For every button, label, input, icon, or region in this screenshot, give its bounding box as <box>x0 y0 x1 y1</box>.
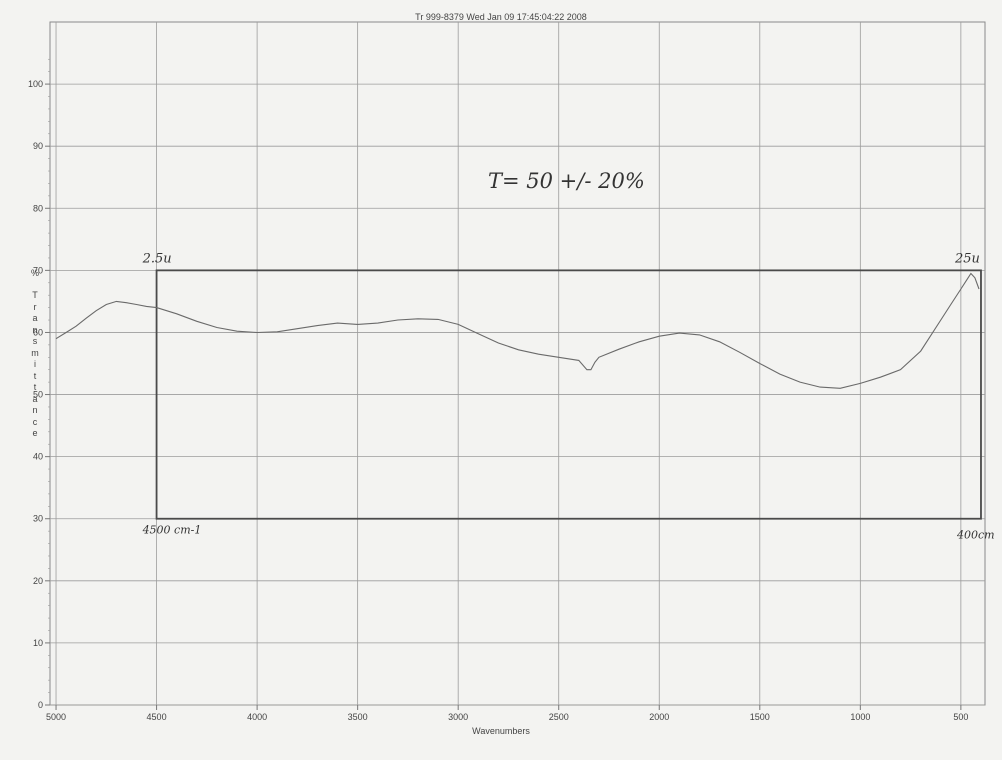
y-tick-label: 70 <box>33 265 43 275</box>
y-tick-label: 100 <box>28 79 43 89</box>
y-axis-label-letter: c <box>32 416 38 427</box>
x-tick-label: 3000 <box>448 712 468 722</box>
series-line-transmittance <box>55 272 980 389</box>
y-axis-label-letter: e <box>32 428 38 438</box>
y-tick-label: 30 <box>33 514 43 524</box>
y-axis-label-letter: T <box>32 290 38 300</box>
y-axis-label-letter: n <box>32 324 38 335</box>
y-tick-label: 10 <box>33 638 43 648</box>
annotation-box <box>155 269 982 520</box>
y-axis-label-letter: i <box>34 359 36 369</box>
y-tick-label: 60 <box>33 327 43 337</box>
y-axis-label-letter: r <box>33 301 37 312</box>
annotation-bottom-right: 400cm <box>956 529 995 542</box>
y-axis-label-letter: t <box>33 382 37 392</box>
y-axis-label-prefix: % <box>30 268 39 278</box>
x-tick-label: 2000 <box>649 712 669 722</box>
y-tick-label: 40 <box>33 452 43 462</box>
y-tick-label: 20 <box>33 576 43 586</box>
x-tick-label: 5000 <box>46 712 66 722</box>
y-axis-label-letter: n <box>32 405 38 415</box>
annotation-box-rect <box>155 269 982 520</box>
x-tick-label: 1500 <box>750 712 770 722</box>
x-tick-label: 4500 <box>147 712 167 722</box>
x-tick-label: 500 <box>953 712 968 722</box>
chart-frame <box>49 21 986 706</box>
x-tick-label: 2500 <box>549 712 569 722</box>
y-axis-label-letter: m <box>31 347 39 358</box>
y-tick-label: 80 <box>33 203 43 213</box>
y-tick-labels: 0 10 20 30 40 50 60 70 80 90 100 <box>28 58 50 710</box>
chart-page-header: Tr 999-8379 Wed Jan 09 17:45:04:22 2008 <box>415 12 587 22</box>
x-axis-label: Wavenumbers <box>472 726 530 736</box>
annotation-top-left: 2.5u <box>142 251 172 266</box>
x-tick-labels: 5000 4500 4000 3500 3000 2500 2000 1500 1000 500 <box>46 705 968 722</box>
y-tick-label: 50 <box>33 390 43 400</box>
x-tick-label: 3500 <box>348 712 368 722</box>
annotation-bottom-left: 4500 cm-1 <box>142 524 202 537</box>
y-axis-label-letter: a <box>32 393 38 404</box>
y-axis-label-letter: s <box>32 336 38 346</box>
y-tick-label: 90 <box>33 141 43 151</box>
annotation-top-right: 25u <box>954 251 980 266</box>
y-axis-label-letter: a <box>32 313 38 323</box>
y-axis-label-letter: t <box>33 370 37 381</box>
annotation-note: T= 50 +/- 20% <box>488 169 645 193</box>
grid-lines <box>50 22 985 706</box>
x-tick-label: 1000 <box>850 712 870 722</box>
x-tick-label: 4000 <box>247 712 267 722</box>
y-tick-label: 0 <box>38 700 43 710</box>
